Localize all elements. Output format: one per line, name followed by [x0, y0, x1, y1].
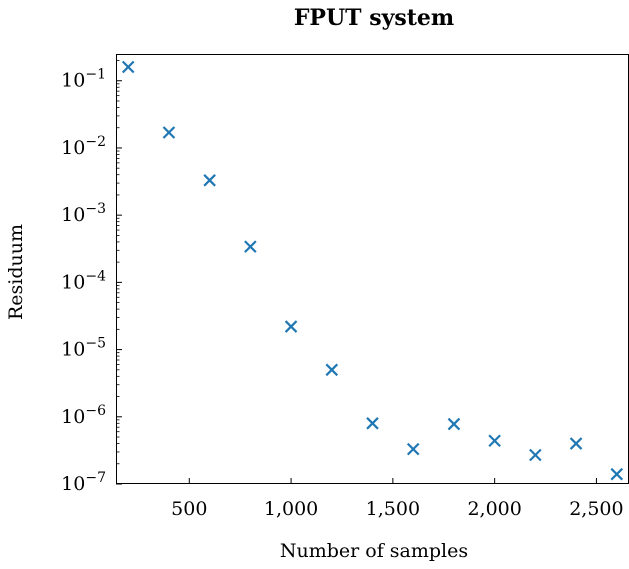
y-tick-label: 10−1 — [61, 67, 106, 92]
data-point-marker — [447, 417, 461, 431]
x-axis-label: Number of samples — [280, 540, 468, 562]
x-tick-label: 2,500 — [569, 498, 623, 520]
plot-frame — [116, 54, 629, 484]
data-point-marker — [284, 320, 298, 333]
x-tick-label: 1,500 — [366, 498, 420, 520]
data-point-marker — [406, 442, 420, 456]
x-tick-label: 1,000 — [264, 498, 318, 520]
major-ticks — [116, 80, 597, 485]
y-tick-label: 10−4 — [61, 268, 106, 293]
data-point-marker — [366, 417, 379, 430]
y-tick-label: 10−6 — [61, 403, 106, 428]
x-tick-label: 2,000 — [467, 498, 521, 520]
data-point-marker — [121, 60, 135, 74]
y-tick-label: 10−5 — [61, 336, 106, 361]
y-tick-label: 10−2 — [61, 134, 106, 159]
data-point-marker — [203, 174, 216, 187]
y-tick-label: 10−3 — [61, 201, 106, 226]
data-point-marker — [529, 448, 542, 462]
chart-title: FPUT system — [294, 5, 454, 31]
data-point-marker — [569, 437, 583, 450]
y-axis-label: Residuum — [5, 224, 27, 320]
tick-labels: 10−1 10−2 10−3 10−4 10−5 10−6 10−7 500 1,000 1,50… — [61, 67, 623, 520]
data-point-marker — [488, 434, 501, 448]
data-point-marker — [162, 126, 176, 139]
data-point-marker — [244, 240, 257, 253]
data-point-marker — [325, 363, 339, 377]
data-point-marker — [610, 467, 624, 481]
x-tick-label: 500 — [171, 498, 207, 520]
data-markers — [121, 60, 624, 481]
y-tick-label: 10−7 — [61, 470, 106, 495]
